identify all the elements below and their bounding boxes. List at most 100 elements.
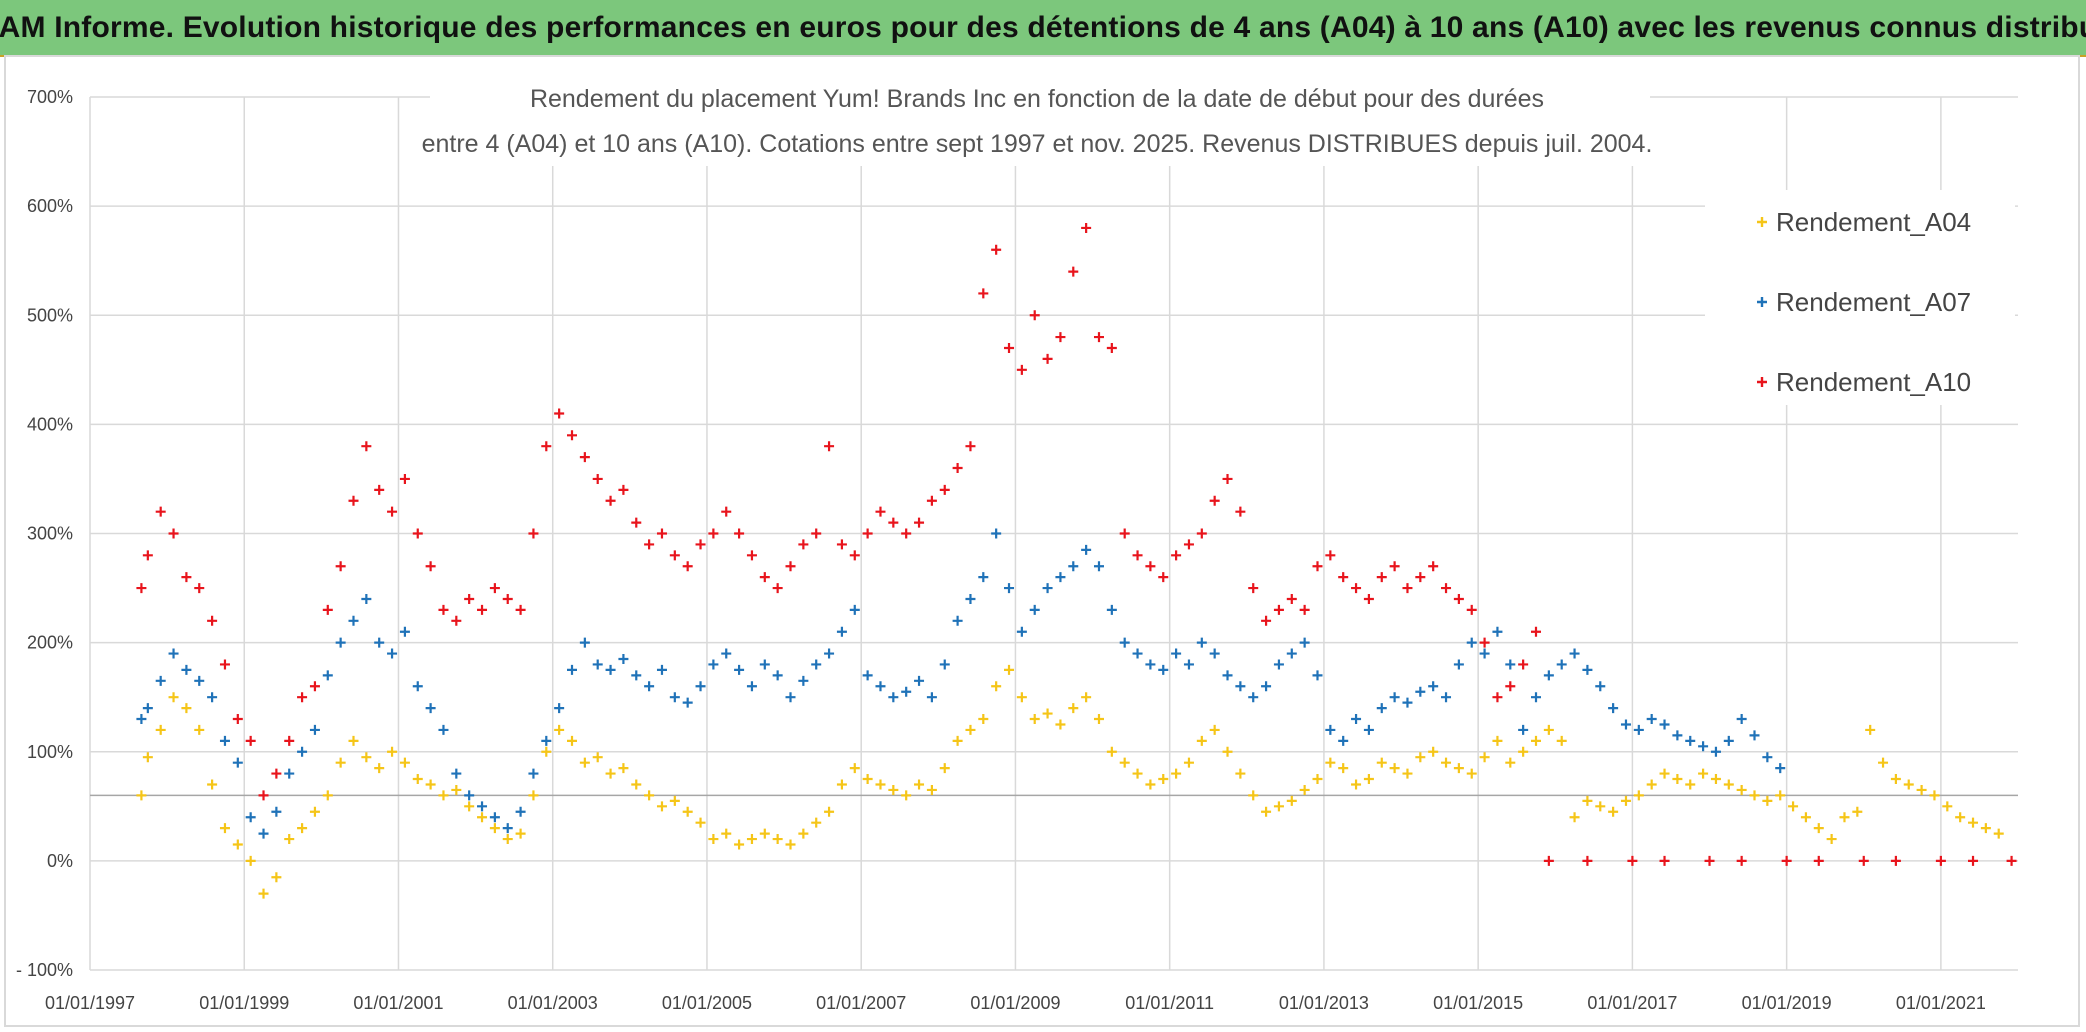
data-point (746, 834, 757, 845)
data-point (1556, 735, 1567, 746)
data-point (1993, 828, 2004, 839)
data-point (1428, 561, 1439, 572)
data-point (489, 583, 500, 594)
data-point (567, 430, 577, 441)
data-point (605, 768, 616, 779)
data-point (1093, 332, 1104, 343)
data-point (1029, 604, 1040, 615)
data-point (1955, 812, 1966, 823)
legend-marker (1757, 217, 1767, 227)
data-point (1196, 528, 1207, 539)
data-point (1543, 855, 1554, 866)
data-point (425, 703, 436, 714)
data-point (1659, 855, 1670, 866)
data-point (464, 790, 475, 801)
data-point (965, 724, 976, 735)
data-point (1209, 648, 1220, 659)
data-point (991, 244, 1002, 255)
data-point (387, 648, 398, 659)
data-point (1453, 763, 1464, 774)
data-point (1093, 714, 1104, 725)
data-point (1852, 806, 1863, 817)
data-point (194, 583, 205, 594)
data-point (836, 779, 847, 790)
data-point (901, 686, 912, 697)
data-point (515, 806, 526, 817)
data-point (939, 763, 950, 774)
data-point (656, 801, 667, 812)
data-point (1569, 812, 1580, 823)
data-point (1183, 659, 1194, 670)
data-point (592, 659, 603, 670)
data-point (1428, 746, 1439, 757)
data-point (1595, 681, 1606, 692)
legend-label: Rendement_A04 (1776, 207, 1971, 237)
data-point (245, 735, 256, 746)
data-point (1518, 746, 1529, 757)
data-point (1916, 784, 1927, 795)
legend-marker (1757, 377, 1767, 387)
data-point (1363, 724, 1374, 735)
data-point (155, 506, 166, 517)
data-point (309, 724, 320, 735)
data-point (309, 681, 320, 692)
data-point (1762, 795, 1773, 806)
data-point (1132, 648, 1143, 659)
data-point (1441, 692, 1452, 703)
x-tick-label: 01/01/2007 (816, 993, 906, 1013)
data-point (297, 692, 308, 703)
data-point (978, 714, 989, 725)
data-point (875, 779, 886, 790)
data-point (1620, 795, 1631, 806)
data-point (136, 790, 147, 801)
data-point (284, 768, 295, 779)
data-point (618, 653, 629, 664)
data-point (914, 779, 925, 790)
data-point (1004, 664, 1015, 675)
data-point (656, 664, 667, 675)
data-point (1569, 648, 1580, 659)
data-point (1608, 806, 1619, 817)
data-point (477, 604, 488, 615)
data-point (1042, 708, 1053, 719)
data-point (734, 664, 745, 675)
data-point (168, 648, 179, 659)
data-point (1299, 604, 1310, 615)
data-point (1299, 637, 1310, 648)
data-point (1749, 730, 1760, 741)
data-point (1312, 561, 1323, 572)
data-point (1068, 561, 1079, 572)
data-point (888, 692, 899, 703)
data-point (284, 735, 295, 746)
x-tick-label: 01/01/2003 (508, 993, 598, 1013)
data-point (952, 615, 963, 626)
data-point (168, 692, 179, 703)
data-point (541, 735, 552, 746)
data-point (991, 681, 1002, 692)
data-point (926, 692, 937, 703)
data-point (464, 801, 475, 812)
x-tick-label: 01/01/2017 (1587, 993, 1677, 1013)
data-point (798, 675, 809, 686)
data-point (1633, 790, 1644, 801)
data-point (644, 790, 655, 801)
data-point (824, 441, 835, 452)
data-point (631, 517, 642, 528)
data-point (1929, 790, 1940, 801)
data-point (1492, 626, 1503, 637)
data-point (1492, 735, 1503, 746)
data-point (1248, 583, 1259, 594)
data-point (258, 828, 269, 839)
data-point (1273, 604, 1284, 615)
data-point (978, 572, 989, 583)
data-point (515, 604, 526, 615)
data-point (348, 735, 359, 746)
data-point (515, 828, 526, 839)
data-point (1800, 812, 1811, 823)
data-point (284, 834, 295, 845)
data-point (1171, 648, 1182, 659)
data-point (322, 604, 333, 615)
data-point (785, 839, 796, 850)
data-point (901, 790, 912, 801)
legend: Rendement_A04 Rendement_A07 Rendement_A10 (1705, 190, 2015, 405)
